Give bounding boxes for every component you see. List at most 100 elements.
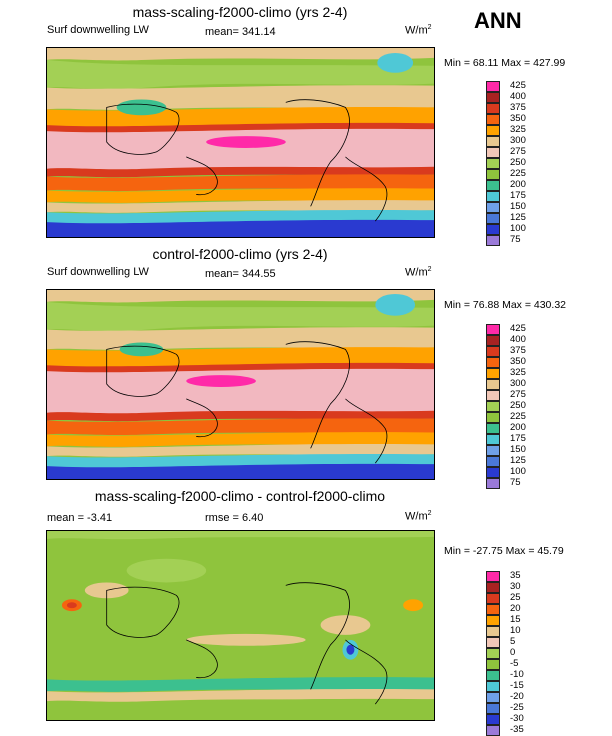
panel2-minmax: Min = 76.88 Max = 430.32 bbox=[444, 299, 566, 311]
colorbar-swatch bbox=[486, 626, 500, 637]
colorbar-swatch bbox=[486, 659, 500, 670]
colorbar-label: 30 bbox=[510, 581, 521, 592]
panel2-map bbox=[46, 289, 435, 480]
colorbar-label: -10 bbox=[510, 669, 524, 680]
panel2-map-svg bbox=[47, 290, 434, 479]
colorbar-swatch bbox=[486, 648, 500, 659]
colorbar-label: 350 bbox=[510, 356, 526, 367]
colorbar-swatch bbox=[486, 615, 500, 626]
panel3-map bbox=[46, 530, 435, 721]
colorbar-swatch bbox=[486, 368, 500, 379]
colorbar-label: 250 bbox=[510, 400, 526, 411]
colorbar-swatch bbox=[486, 125, 500, 136]
colorbar-label: 75 bbox=[510, 234, 521, 245]
colorbar-swatch bbox=[486, 235, 500, 246]
colorbar-swatch bbox=[486, 103, 500, 114]
colorbar-swatch bbox=[486, 423, 500, 434]
panel2-unit: W/m2 bbox=[405, 266, 432, 279]
colorbar-swatch bbox=[486, 180, 500, 191]
colorbar-swatch bbox=[486, 445, 500, 456]
panel3-minmax: Min = -27.75 Max = 45.79 bbox=[444, 545, 564, 557]
colorbar-swatch bbox=[486, 224, 500, 235]
panel3-mean-label: mean = -3.41 bbox=[47, 512, 113, 524]
colorbar-swatch bbox=[486, 725, 500, 736]
colorbar-label: 125 bbox=[510, 212, 526, 223]
colorbar-swatch bbox=[486, 202, 500, 213]
season-label: ANN bbox=[474, 8, 522, 33]
colorbar-swatch bbox=[486, 335, 500, 346]
colorbar-label: 20 bbox=[510, 603, 521, 614]
colorbar-swatch bbox=[486, 637, 500, 648]
panel2-variable-label: Surf downwelling LW bbox=[47, 266, 149, 278]
panel3-unit: W/m2 bbox=[405, 510, 432, 523]
colorbar-label: 200 bbox=[510, 179, 526, 190]
colorbar-swatch bbox=[486, 379, 500, 390]
colorbar-label: 150 bbox=[510, 201, 526, 212]
colorbar-swatch bbox=[486, 324, 500, 335]
panel2-mean-label: mean= 344.55 bbox=[205, 268, 276, 280]
colorbar-label: 225 bbox=[510, 411, 526, 422]
colorbar-swatch bbox=[486, 169, 500, 180]
colorbar-swatch bbox=[486, 147, 500, 158]
colorbar-label: 300 bbox=[510, 135, 526, 146]
colorbar-label: 175 bbox=[510, 433, 526, 444]
colorbar-label: 10 bbox=[510, 625, 521, 636]
colorbar-label: 300 bbox=[510, 378, 526, 389]
colorbar-label: 275 bbox=[510, 146, 526, 157]
colorbar-label: -20 bbox=[510, 691, 524, 702]
colorbar-label: 425 bbox=[510, 323, 526, 334]
colorbar-label: 175 bbox=[510, 190, 526, 201]
colorbar-label: 275 bbox=[510, 389, 526, 400]
panel3-rmse-label: rmse = 6.40 bbox=[205, 512, 264, 524]
colorbar-swatch bbox=[486, 401, 500, 412]
colorbar-label: 15 bbox=[510, 614, 521, 625]
colorbar-label: -5 bbox=[510, 658, 519, 669]
colorbar-label: 200 bbox=[510, 422, 526, 433]
colorbar-label: 100 bbox=[510, 223, 526, 234]
colorbar-swatch bbox=[486, 703, 500, 714]
colorbar-label: 75 bbox=[510, 477, 521, 488]
colorbar-label: -35 bbox=[510, 724, 524, 735]
colorbar-swatch bbox=[486, 346, 500, 357]
colorbar-swatch bbox=[486, 158, 500, 169]
panel1-title: mass-scaling-f2000-climo (yrs 2-4) bbox=[132, 4, 348, 20]
colorbar-label: -15 bbox=[510, 680, 524, 691]
colorbar-swatch bbox=[486, 604, 500, 615]
panel3-map-svg bbox=[47, 531, 434, 720]
colorbar-swatch bbox=[486, 412, 500, 423]
panel1-variable-label: Surf downwelling LW bbox=[47, 24, 149, 36]
colorbar-label: 325 bbox=[510, 367, 526, 378]
colorbar-swatch bbox=[486, 478, 500, 489]
colorbar-label: 35 bbox=[510, 570, 521, 581]
colorbar-label: 225 bbox=[510, 168, 526, 179]
colorbar-label: 425 bbox=[510, 80, 526, 91]
colorbar-label: 5 bbox=[510, 636, 516, 647]
panel3-title: mass-scaling-f2000-climo - control-f2000… bbox=[94, 488, 386, 504]
colorbar-swatch bbox=[486, 136, 500, 147]
colorbar-label: 375 bbox=[510, 102, 526, 113]
colorbar-label: 375 bbox=[510, 345, 526, 356]
colorbar-label: 325 bbox=[510, 124, 526, 135]
colorbar-label: 25 bbox=[510, 592, 521, 603]
colorbar-swatch bbox=[486, 467, 500, 478]
colorbar-swatch bbox=[486, 692, 500, 703]
colorbar-swatch bbox=[486, 593, 500, 604]
colorbar-swatch bbox=[486, 92, 500, 103]
panel1-mean-label: mean= 341.14 bbox=[205, 26, 276, 38]
colorbar-label: 0 bbox=[510, 647, 516, 658]
colorbar-swatch bbox=[486, 191, 500, 202]
colorbar-label: 400 bbox=[510, 91, 526, 102]
colorbar-label: 150 bbox=[510, 444, 526, 455]
colorbar-label: 250 bbox=[510, 157, 526, 168]
panel2-title: control-f2000-climo (yrs 2-4) bbox=[152, 246, 328, 262]
colorbar-swatch bbox=[486, 81, 500, 92]
colorbar-swatch bbox=[486, 670, 500, 681]
colorbar-swatch bbox=[486, 456, 500, 467]
colorbar-swatch bbox=[486, 390, 500, 401]
colorbar-label: 100 bbox=[510, 466, 526, 477]
colorbar-label: -30 bbox=[510, 713, 524, 724]
panel1-map-svg bbox=[47, 48, 434, 237]
colorbar-swatch bbox=[486, 213, 500, 224]
panel1-minmax: Min = 68.11 Max = 427.99 bbox=[444, 57, 566, 69]
colorbar-label: -25 bbox=[510, 702, 524, 713]
